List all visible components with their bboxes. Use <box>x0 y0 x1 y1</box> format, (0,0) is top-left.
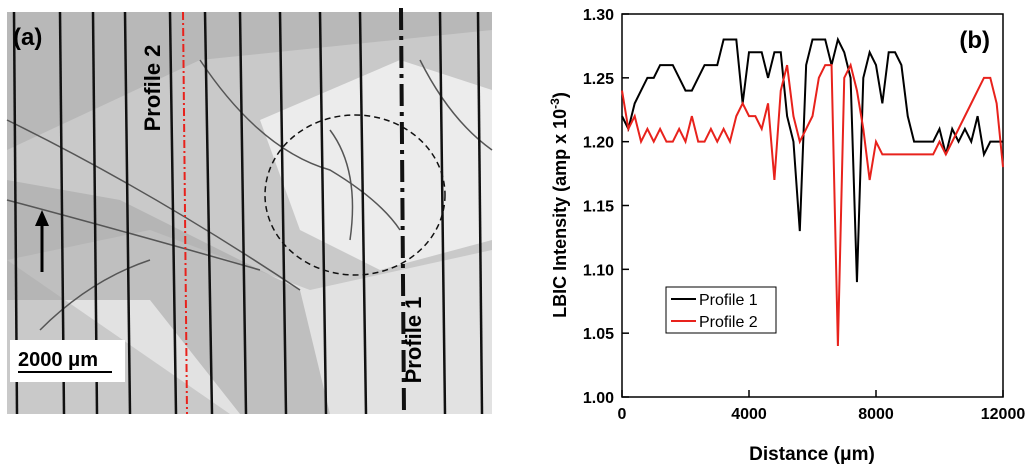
scale-bar-box <box>10 340 125 382</box>
y-axis-label-part: LBIC Intensity (amp x 10 <box>550 109 570 318</box>
x-tick-label: 0 <box>618 406 627 423</box>
series-line <box>621 62 1004 346</box>
chart: (b) Distance (μm) LBIC Intensity (amp x … <box>548 7 1025 465</box>
series-line <box>621 36 1003 283</box>
x-axis-label: Distance (μm) <box>749 444 875 465</box>
y-tick-label: 1.20 <box>583 135 614 152</box>
profile-label: Profile 1 <box>401 297 426 384</box>
plot-frame <box>621 13 1004 398</box>
grain <box>260 60 492 270</box>
y-axis-label-part: ) <box>550 92 570 98</box>
x-tick-label: 12000 <box>981 406 1026 423</box>
y-tick-label: 1.30 <box>583 7 614 24</box>
y-tick-label: 1.10 <box>583 262 614 279</box>
y-tick-label: 1.15 <box>583 199 614 216</box>
micrograph: 2000 μm (a) Profile 2 Profile 1 <box>6 7 493 415</box>
legend-box <box>665 286 777 334</box>
profile-label: Profile 2 <box>140 45 165 132</box>
legend-label: Profile 1 <box>699 292 758 309</box>
x-tick-label: 4000 <box>731 406 767 423</box>
x-tick-label: 8000 <box>858 406 894 423</box>
y-tick-label: 1.05 <box>583 326 614 343</box>
grain <box>7 180 330 414</box>
y-tick-label: 1.00 <box>583 390 614 407</box>
panel-label: (a) <box>13 24 42 51</box>
profile-2-line <box>182 11 188 415</box>
y-axis-label: LBIC Intensity (amp x 10-3) <box>548 92 570 318</box>
y-tick-label: 1.25 <box>583 71 614 88</box>
arrow-head <box>35 210 49 226</box>
scale-bar-label: 2000 μm <box>18 349 98 371</box>
grain <box>7 12 492 150</box>
y-axis-label-sup: -3 <box>548 98 562 109</box>
panel-label: (b) <box>959 27 990 54</box>
profile-1-line <box>399 7 406 415</box>
legend-label: Profile 2 <box>699 314 758 331</box>
defect-ellipse <box>264 114 446 276</box>
